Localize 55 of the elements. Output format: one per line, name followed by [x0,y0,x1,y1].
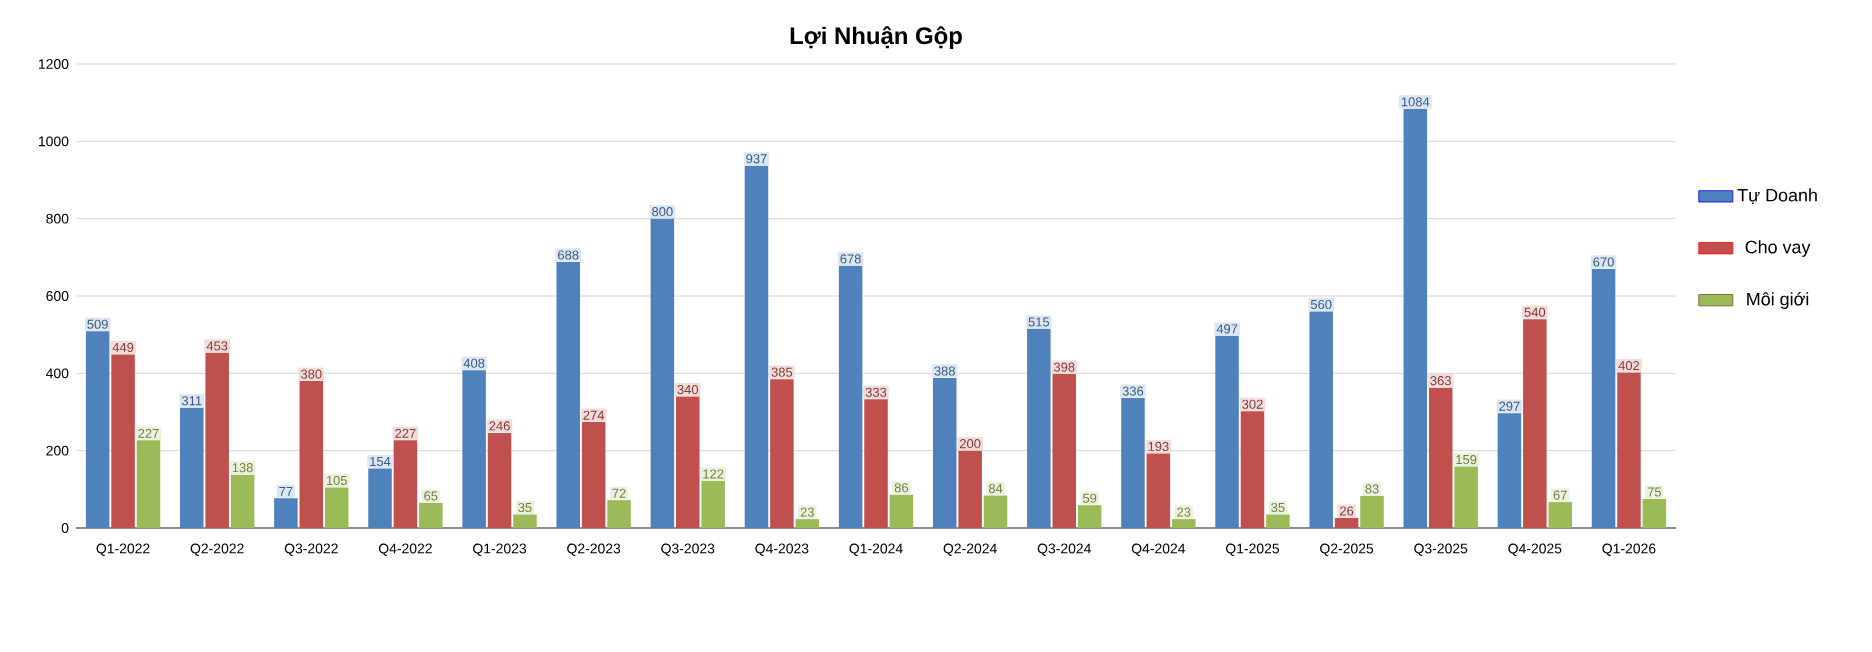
bar [1497,413,1522,528]
bar [701,480,725,528]
bar [676,396,700,528]
bar [1403,108,1428,528]
bar [1240,411,1265,528]
bar [419,502,443,528]
bar [85,331,110,528]
bar [111,354,135,528]
bar [838,265,863,528]
bar [983,495,1008,528]
bar [324,487,349,528]
bar [1334,517,1359,528]
bar [795,519,820,528]
bar [1172,519,1196,528]
bar [958,450,982,528]
bar [487,432,512,528]
bar [368,468,392,528]
bar [205,352,229,528]
bar [1266,514,1290,528]
legend-label: Tự Doanh [1737,188,1817,205]
bar [1215,335,1239,528]
bar [770,379,794,528]
bar [1454,466,1478,528]
chart-title: Lợi Nhuận Gộp [790,26,962,49]
bar [1642,499,1667,528]
bar [299,381,324,528]
bar [1121,398,1145,528]
bar [1077,505,1102,528]
bar [650,218,675,528]
bar [1360,495,1384,528]
bar [180,407,204,528]
bar [274,498,298,528]
legend-label: Cho vay [1745,240,1811,257]
bar [1428,387,1453,528]
bar [581,422,606,528]
bar [136,440,161,528]
bar [1309,311,1333,528]
bar [744,165,769,528]
bar [230,474,255,528]
bar [1617,372,1641,528]
bar [889,494,914,528]
bar [1548,502,1573,528]
bar [932,377,957,528]
legend-label: Môi giới [1747,292,1809,309]
bar [1052,374,1077,528]
bar [462,370,486,528]
bar [393,440,418,528]
bar [1146,453,1171,528]
bar [1027,328,1051,528]
bar [556,261,581,528]
bar [1523,319,1547,528]
bar [607,500,631,528]
bar [864,399,888,528]
bar [1591,268,1616,528]
bar [513,514,537,528]
